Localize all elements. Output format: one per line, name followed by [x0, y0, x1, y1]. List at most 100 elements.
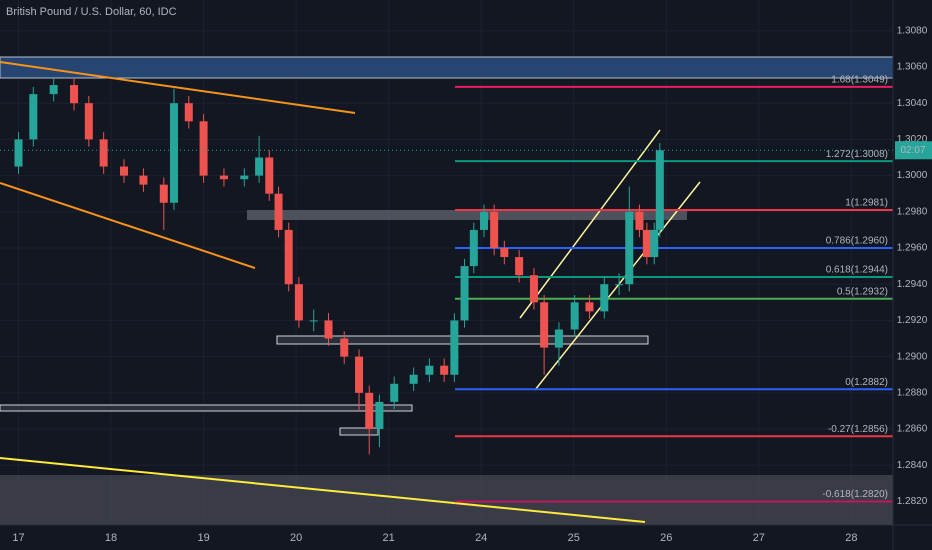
candle-body	[274, 193, 283, 230]
zone-box	[276, 335, 649, 345]
fib-label: 1.68(1.3049)	[831, 75, 888, 86]
x-tick-label: 18	[105, 532, 117, 544]
candle-body	[355, 356, 364, 393]
candle-body	[84, 103, 93, 140]
chart-title: British Pound / U.S. Dollar, 60, IDC	[6, 6, 177, 18]
grid	[0, 0, 893, 525]
trend-line	[0, 61, 356, 114]
candles	[0, 77, 893, 455]
candle-body	[255, 157, 264, 176]
candle-body	[425, 365, 434, 375]
candle-body	[469, 229, 478, 267]
candle-body	[49, 85, 58, 95]
candle-body	[324, 320, 333, 339]
candle-body	[99, 139, 108, 167]
countdown-label: 02:07	[900, 145, 925, 156]
fib-label: -0.618(1.2820)	[822, 489, 888, 500]
candle-body	[450, 320, 459, 375]
candle-body	[600, 284, 609, 312]
x-tick-label: 19	[197, 532, 209, 544]
candle-body	[70, 85, 79, 104]
candle-body	[159, 184, 168, 203]
x-tick-label: 26	[660, 532, 672, 544]
candle-body	[650, 229, 659, 258]
fib-levels: 1.68(1.3049) 1.272(1.3008) 1(1.2981) 0.786(…	[455, 75, 893, 503]
zone-box	[247, 210, 687, 220]
candle-body	[199, 121, 208, 176]
candle-body	[625, 211, 634, 285]
fib-label: 0.618(1.2944)	[826, 265, 888, 276]
y-tick-label: 1.3040	[897, 98, 928, 109]
y-tick-label: 1.3020	[897, 134, 928, 145]
candle-body	[29, 94, 38, 140]
candle-body	[184, 103, 193, 122]
y-tick-label: 1.2900	[897, 351, 928, 362]
resistance-zone	[0, 56, 894, 79]
candle-body	[500, 248, 509, 258]
zone-box	[339, 427, 379, 436]
candle-body	[490, 211, 499, 249]
zone-box	[0, 404, 413, 412]
support-zone	[0, 475, 893, 525]
candle-body	[409, 374, 418, 384]
candle-body	[440, 365, 449, 375]
x-tick-label: 17	[12, 532, 24, 544]
y-tick-label: 1.2980	[897, 206, 928, 217]
candle-body	[120, 166, 129, 176]
fib-label: -0.27(1.2856)	[828, 424, 888, 435]
candle-body	[460, 266, 469, 321]
candle-body	[515, 257, 524, 276]
candle-body	[284, 229, 293, 285]
x-tick-label: 20	[290, 532, 302, 544]
trend-line	[0, 182, 256, 269]
y-tick-label: 1.2840	[897, 460, 928, 471]
candle-body	[390, 383, 399, 402]
candle-body	[540, 302, 549, 348]
y-tick-label: 1.2960	[897, 243, 928, 254]
candle-body	[169, 103, 178, 203]
y-tick-label: 1.2920	[897, 315, 928, 326]
candle-body	[265, 157, 274, 194]
candle-body	[615, 284, 624, 286]
x-tick-label: 24	[475, 532, 487, 544]
fib-label: 0.786(1.2960)	[826, 236, 888, 247]
candle-body	[635, 211, 644, 230]
candle-body	[554, 329, 563, 348]
y-tick-label: 1.3000	[897, 170, 928, 181]
channel-line	[534, 181, 701, 391]
fib-label: 0(1.2882)	[845, 377, 888, 388]
price-tag	[895, 141, 932, 160]
y-tick-label: 1.3080	[897, 25, 928, 36]
candle-body	[585, 302, 594, 312]
y-tick-label: 1.2880	[897, 387, 928, 398]
candle-body	[570, 302, 579, 330]
candle-body	[365, 392, 374, 430]
y-tick-label: 1.2820	[897, 496, 928, 507]
x-tick-label: 25	[568, 532, 580, 544]
candle-body	[139, 175, 148, 185]
candle-body	[240, 175, 249, 180]
fib-label: 1(1.2981)	[845, 198, 888, 209]
x-tick-label: 21	[383, 532, 395, 544]
fib-label: 1.272(1.3008)	[826, 149, 888, 160]
y-tick-label: 1.2940	[897, 279, 928, 290]
fib-label: 0.5(1.2932)	[837, 286, 888, 297]
candle-body	[309, 320, 318, 322]
candle-body	[655, 150, 664, 230]
candle-body	[340, 338, 349, 357]
candle-body	[14, 139, 23, 167]
candle-body	[219, 175, 228, 180]
trend-line	[0, 457, 646, 523]
axes: 1.3080 1.3060 1.3040 1.3020 1.3000 1.2980 1.29…	[12, 25, 932, 544]
x-tick-label: 28	[845, 532, 857, 544]
y-tick-label: 1.3060	[897, 62, 928, 73]
x-tick-label: 27	[753, 532, 765, 544]
candle-body	[479, 211, 488, 230]
y-tick-label: 1.2860	[897, 424, 928, 435]
candle-body	[642, 229, 651, 258]
candle-body	[529, 275, 538, 303]
candle-body	[375, 401, 384, 430]
candle-body	[294, 284, 303, 321]
